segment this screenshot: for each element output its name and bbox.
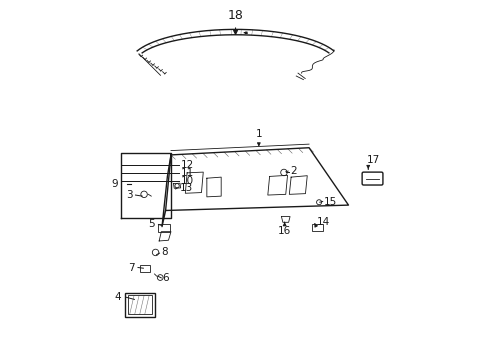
Bar <box>311 224 322 231</box>
Text: 9: 9 <box>111 179 118 189</box>
Text: 12: 12 <box>180 159 194 170</box>
Text: 18: 18 <box>227 9 243 22</box>
Bar <box>125 293 155 317</box>
Text: 14: 14 <box>317 217 330 227</box>
Text: 11: 11 <box>180 168 194 178</box>
Text: 16: 16 <box>278 226 291 236</box>
Text: 3: 3 <box>126 190 132 200</box>
Text: 10: 10 <box>180 176 193 186</box>
Text: 13: 13 <box>180 183 193 193</box>
Text: 2: 2 <box>290 166 296 176</box>
Text: 7: 7 <box>127 262 134 273</box>
Text: 1: 1 <box>255 129 262 139</box>
Text: 6: 6 <box>163 273 169 283</box>
Text: 5: 5 <box>147 220 154 229</box>
Bar <box>128 296 152 314</box>
Text: 17: 17 <box>366 154 379 165</box>
Text: 4: 4 <box>115 292 121 302</box>
Text: 15: 15 <box>324 197 337 207</box>
Text: 8: 8 <box>161 247 167 257</box>
